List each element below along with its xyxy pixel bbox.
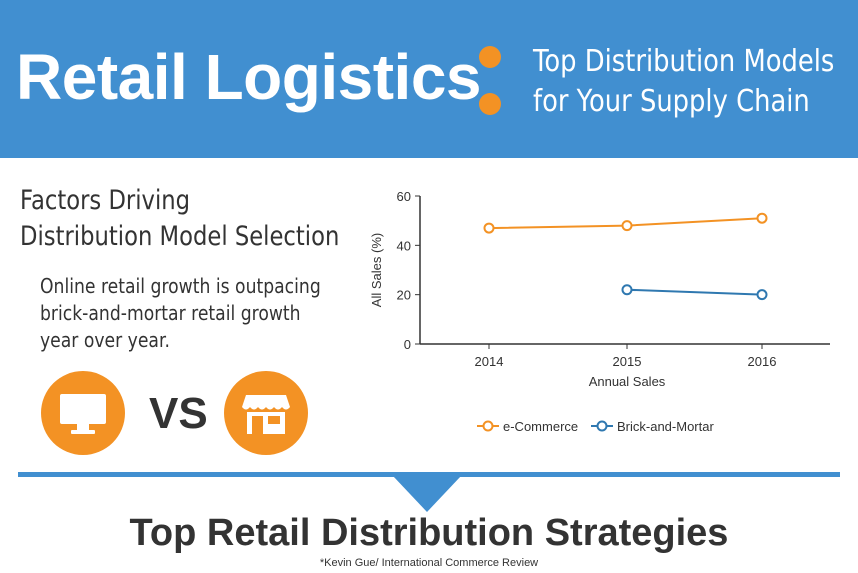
x-tick-label: 2015: [613, 354, 642, 369]
computer-monitor-icon: [41, 371, 125, 455]
y-tick-label: 40: [397, 238, 411, 253]
y-tick-label: 60: [397, 189, 411, 204]
factors-body-line-3: year over year.: [40, 328, 170, 352]
section-divider: [18, 472, 840, 477]
vs-label: VS: [149, 389, 208, 438]
data-point-ecommerce: [621, 220, 633, 232]
legend-label: Brick-and-Mortar: [617, 419, 714, 434]
subtitle-line-2: for Your Supply Chain: [533, 84, 810, 119]
y-tick-label: 0: [404, 337, 411, 352]
sales-line-chart: 0 20 40 60 2014 2015 2016 Annual Sales All Sa…: [369, 189, 830, 434]
data-point-brick-and-mortar: [621, 284, 633, 296]
subtitle-line-1: Top Distribution Models: [533, 44, 835, 79]
legend-marker: [482, 420, 494, 432]
series-line-brick-and-mortar: [626, 288, 763, 296]
storefront-icon: [224, 371, 308, 455]
source-citation: *Kevin Gue/ International Commerce Revie…: [319, 557, 539, 569]
x-axis-label: Annual Sales: [589, 374, 666, 389]
legend-marker: [596, 420, 608, 432]
bullet-dot-icon: [479, 93, 501, 115]
y-axis: 0 20 40 60: [397, 189, 420, 352]
legend-label: e-Commerce: [503, 419, 578, 434]
factors-heading-line-2: Distribution Model Selection: [20, 221, 340, 252]
factors-body-line-2: brick-and-mortar retail growth: [40, 301, 301, 325]
data-point-brick-and-mortar: [756, 289, 768, 301]
subtitle: Top Distribution Models for Your Supply …: [533, 42, 834, 122]
data-point-ecommerce: [756, 212, 768, 224]
y-tick-label: 20: [397, 288, 411, 303]
factors-heading: Factors Driving Distribution Model Selec…: [20, 183, 339, 255]
x-tick-label: 2016: [748, 354, 777, 369]
page-title: Retail Logistics: [16, 41, 482, 113]
factors-body-line-1: Online retail growth is outpacing: [40, 274, 321, 298]
header-banner: Retail Logistics Top Distribution Models…: [0, 0, 858, 158]
x-axis: 2014 2015 2016: [475, 344, 777, 369]
series-layer: [483, 212, 768, 301]
factors-body: Online retail growth is outpacing brick-…: [40, 273, 321, 354]
bullet-dot-icon: [479, 46, 501, 68]
down-arrow-icon: [393, 476, 461, 512]
factors-heading-line-1: Factors Driving: [20, 185, 191, 216]
data-point-ecommerce: [483, 222, 495, 234]
x-tick-label: 2014: [475, 354, 504, 369]
chart-legend: e-Commerce Brick-and-Mortar: [477, 419, 714, 434]
y-axis-label: All Sales (%): [369, 233, 384, 307]
strategies-title: Top Retail Distribution Strategies: [129, 512, 729, 554]
